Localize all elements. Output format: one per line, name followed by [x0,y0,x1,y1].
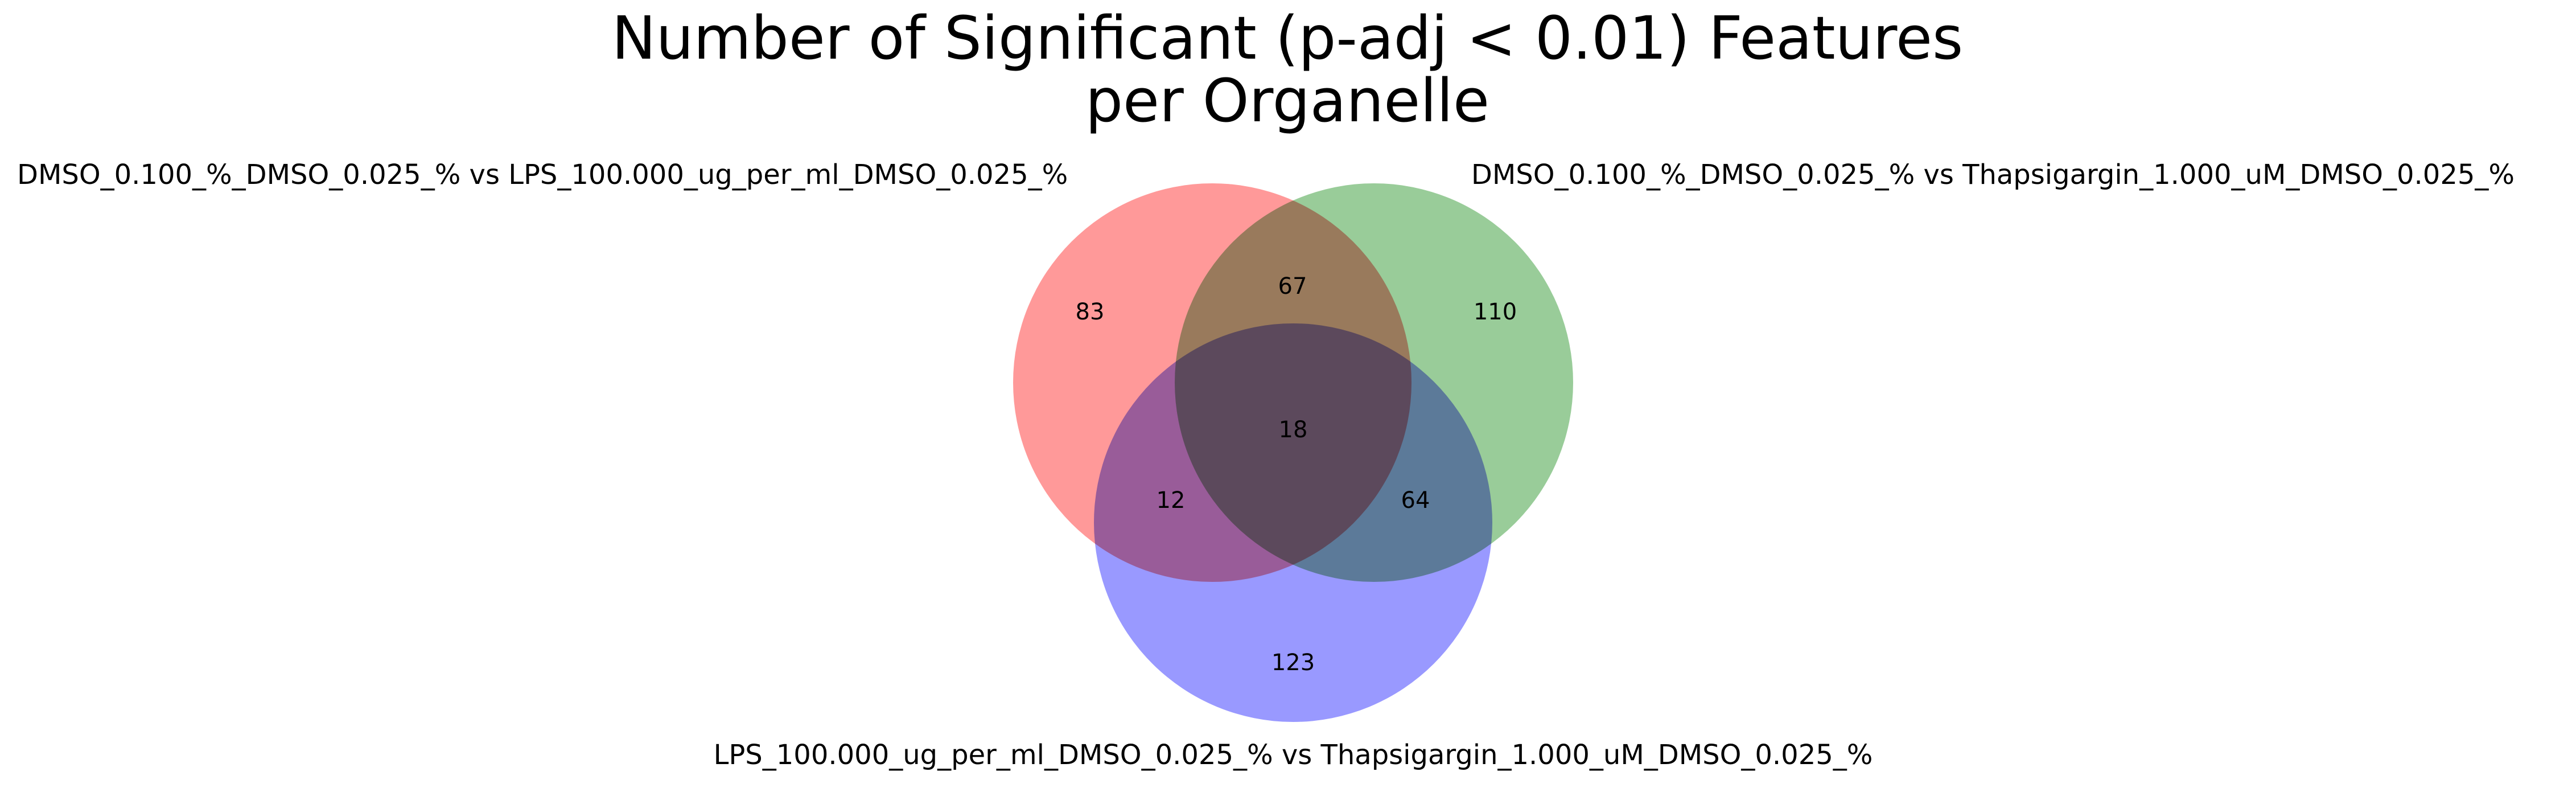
set-c-label: LPS_100.000_ug_per_ml_DMSO_0.025_% vs Th… [714,739,1873,771]
set-a-label: DMSO_0.100_%_DMSO_0.025_% vs LPS_100.000… [17,159,1068,191]
region-ac-count: 12 [1157,487,1186,514]
region-abc-count: 18 [1279,417,1308,443]
region-c-only-count: 123 [1271,650,1315,676]
chart-title-line-2: per Organelle [1085,66,1489,136]
set-c-circle [1094,323,1492,722]
region-bc-count: 64 [1401,487,1430,514]
venn-diagram [1013,183,1573,722]
set-b-label: DMSO_0.100_%_DMSO_0.025_% vs Thapsigargi… [1471,159,2515,191]
region-a-only-count: 83 [1076,299,1105,325]
region-ab-count: 67 [1278,273,1307,299]
region-b-only-count: 110 [1474,299,1517,325]
chart-title-line-1: Number of Significant (p-adj < 0.01) Fea… [612,3,1963,73]
